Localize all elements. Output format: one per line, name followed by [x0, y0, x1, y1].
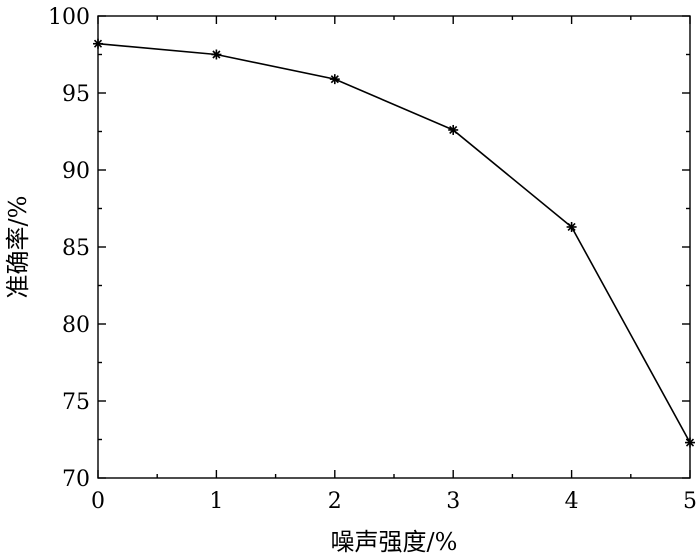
- x-tick-label: 5: [683, 489, 697, 514]
- x-tick-label: 4: [565, 489, 579, 514]
- x-tick-label: 3: [446, 489, 460, 514]
- x-axis-title: 噪声强度/%: [331, 528, 458, 556]
- x-tick-label: 2: [328, 489, 342, 514]
- y-tick-label: 85: [62, 236, 90, 261]
- data-point: [329, 74, 340, 85]
- x-tick-label: 0: [91, 489, 105, 514]
- y-axis-ticks: 70 75 80 85 90 95 100: [48, 5, 690, 492]
- plot-frame: [97, 15, 691, 479]
- data-point: [448, 124, 459, 135]
- y-tick-label: 70: [62, 467, 90, 492]
- y-tick-label: 95: [62, 82, 90, 107]
- x-tick-label: 1: [209, 489, 223, 514]
- y-tick-label: 80: [62, 313, 90, 338]
- data-point: [685, 437, 695, 448]
- y-tick-label: 75: [62, 390, 90, 415]
- y-tick-label: 100: [48, 5, 90, 30]
- series-group: [93, 38, 695, 448]
- y-axis-title: 准确率/%: [4, 196, 32, 299]
- data-point: [93, 38, 103, 49]
- y-tick-label: 90: [62, 159, 90, 184]
- data-point: [211, 49, 222, 60]
- data-point: [566, 221, 577, 232]
- series-line: [97, 42, 691, 443]
- x-axis-ticks: 0 1 2 3 4 5: [91, 16, 697, 514]
